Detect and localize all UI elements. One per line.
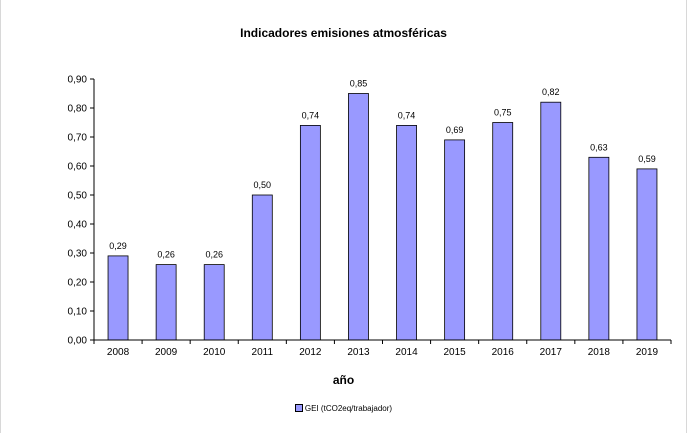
x-tick-label: 2008	[107, 347, 130, 358]
data-label: 0,69	[446, 125, 464, 135]
legend-label: GEI (tCO2eq/trabajador)	[304, 404, 393, 413]
chart-title: Indicadores emisiones atmosféricas	[240, 26, 447, 40]
x-tick-label: 2018	[588, 347, 611, 358]
x-tick-label: 2019	[636, 347, 659, 358]
x-tick-label: 2009	[155, 347, 178, 358]
x-tick-label: 2013	[347, 347, 370, 358]
data-label: 0,74	[398, 110, 416, 120]
data-label: 0,82	[542, 87, 560, 97]
x-axis-ticks: 2008 2009 2010 2011 2012 2013 2014 2015 2016 2017…	[93, 340, 672, 358]
y-tick-label: 0,70	[68, 133, 88, 144]
bar	[299, 125, 321, 341]
bars	[107, 93, 658, 341]
x-axis-label: año	[332, 373, 355, 387]
x-tick-label: 2010	[203, 347, 226, 358]
x-tick-label: 2015	[444, 347, 467, 358]
legend: GEI (tCO2eq/trabajador)	[0, 404, 687, 413]
x-tick-label: 2012	[299, 347, 322, 358]
y-axis-ticks: 0,00 0,10 0,20 0,30 0,40 0,50 0,60 0,70 0,80 0,90	[68, 75, 94, 347]
bar	[396, 125, 417, 341]
data-labels: 0,29 0,26 0,26 0,50 0,74 0,85 0,74 0,69 0,75 0,82…	[109, 79, 655, 260]
y-tick-label: 0,40	[68, 220, 88, 231]
bar	[588, 156, 610, 341]
data-label: 0,50	[254, 180, 272, 190]
bar	[107, 255, 129, 341]
bar	[636, 168, 658, 341]
x-tick-label: 2011	[252, 347, 274, 358]
data-label: 0,63	[590, 142, 608, 152]
legend-swatch	[294, 404, 303, 412]
y-tick-label: 0,20	[68, 278, 88, 289]
bar	[492, 122, 514, 341]
y-tick-label: 0,60	[68, 162, 88, 173]
y-tick-label: 0,10	[68, 307, 88, 318]
data-label: 0,85	[350, 79, 368, 89]
bar	[203, 264, 225, 341]
data-label: 0,74	[302, 110, 320, 120]
data-label: 0,59	[638, 154, 656, 164]
data-label: 0,29	[109, 241, 127, 251]
bar	[444, 139, 466, 341]
y-tick-label: 0,80	[68, 104, 88, 115]
bar	[155, 264, 177, 341]
y-tick-label: 0,90	[68, 75, 88, 86]
x-tick-label: 2017	[540, 347, 563, 358]
x-tick-label: 2016	[492, 347, 515, 358]
bar	[540, 101, 562, 341]
data-label: 0,26	[205, 250, 223, 260]
data-label: 0,26	[157, 250, 175, 260]
bar	[348, 93, 369, 341]
y-tick-label: 0,00	[68, 336, 88, 347]
bar	[251, 194, 273, 341]
x-tick-label: 2014	[395, 347, 418, 358]
data-label: 0,75	[494, 108, 512, 118]
y-tick-label: 0,30	[68, 249, 88, 260]
y-tick-label: 0,50	[68, 191, 88, 202]
